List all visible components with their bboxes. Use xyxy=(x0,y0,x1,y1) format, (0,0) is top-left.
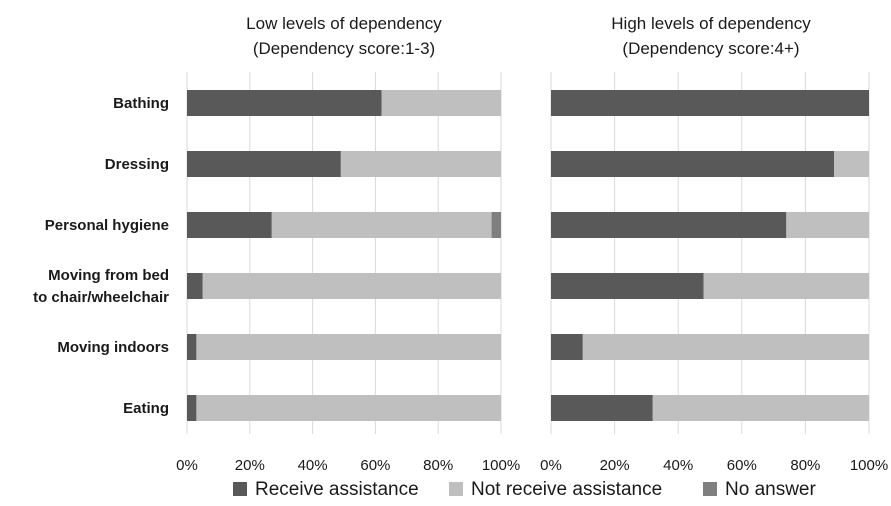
bar-segment xyxy=(786,212,869,238)
x-tick-label: 20% xyxy=(600,457,630,474)
x-tick-label: 20% xyxy=(235,457,265,474)
panel-title-line: (Dependency score:1-3) xyxy=(253,39,435,58)
bar-segment xyxy=(652,395,869,421)
legend-label: Not receive assistance xyxy=(471,479,662,500)
category-label: Moving from bed xyxy=(48,267,169,284)
bar-segment xyxy=(551,395,653,421)
bar-segment xyxy=(187,273,203,299)
bar-segment xyxy=(551,273,704,299)
x-tick-label: 60% xyxy=(727,457,757,474)
x-tick-label: 40% xyxy=(663,457,693,474)
bar-segment xyxy=(187,334,197,360)
category-label: Bathing xyxy=(113,95,169,112)
bar-segment xyxy=(187,90,382,116)
legend-swatch xyxy=(233,482,247,496)
x-tick-label: 60% xyxy=(360,457,390,474)
bar-segment xyxy=(202,273,501,299)
bar-segment xyxy=(582,334,869,360)
bar-segment xyxy=(551,151,835,177)
x-tick-label: 100% xyxy=(850,457,888,474)
panel-1: Low levels of dependency (Dependency scor… xyxy=(176,14,520,474)
x-tick-label: 0% xyxy=(176,457,198,474)
category-label: to chair/wheelchair xyxy=(33,289,169,306)
bar-segment xyxy=(551,212,787,238)
bar-segment xyxy=(381,90,501,116)
x-tick-label: 80% xyxy=(790,457,820,474)
legend: Receive assistance Not receive assistance… xyxy=(233,479,816,500)
legend-swatch xyxy=(703,482,717,496)
category-label: Eating xyxy=(123,400,169,417)
bar-segment xyxy=(196,334,502,360)
panel-2: High levels of dependency (Dependency sco… xyxy=(540,14,888,474)
legend-swatch xyxy=(449,482,463,496)
x-tick-label: 0% xyxy=(540,457,562,474)
bar-segment xyxy=(703,273,869,299)
legend-label: Receive assistance xyxy=(255,479,419,500)
bar-segment xyxy=(187,395,197,421)
bar-segment xyxy=(187,151,341,177)
x-tick-label: 80% xyxy=(423,457,453,474)
bar-segment xyxy=(491,212,501,238)
panel-title-line: Low levels of dependency xyxy=(246,14,442,33)
legend-label: No answer xyxy=(725,479,816,500)
x-tick-label: 40% xyxy=(298,457,328,474)
category-label: Personal hygiene xyxy=(45,217,169,234)
bar-segment xyxy=(834,151,869,177)
bar-segment xyxy=(551,334,583,360)
category-label: Dressing xyxy=(105,156,169,173)
x-tick-label: 100% xyxy=(482,457,520,474)
bar-segment xyxy=(187,212,272,238)
bar-segment xyxy=(551,90,869,116)
bar-segment xyxy=(196,395,502,421)
bar-segment xyxy=(271,212,492,238)
panel-title-line: High levels of dependency xyxy=(611,14,811,33)
category-label: Moving indoors xyxy=(57,339,169,356)
bar-segment xyxy=(340,151,501,177)
panel-title-line: (Dependency score:4+) xyxy=(622,39,799,58)
